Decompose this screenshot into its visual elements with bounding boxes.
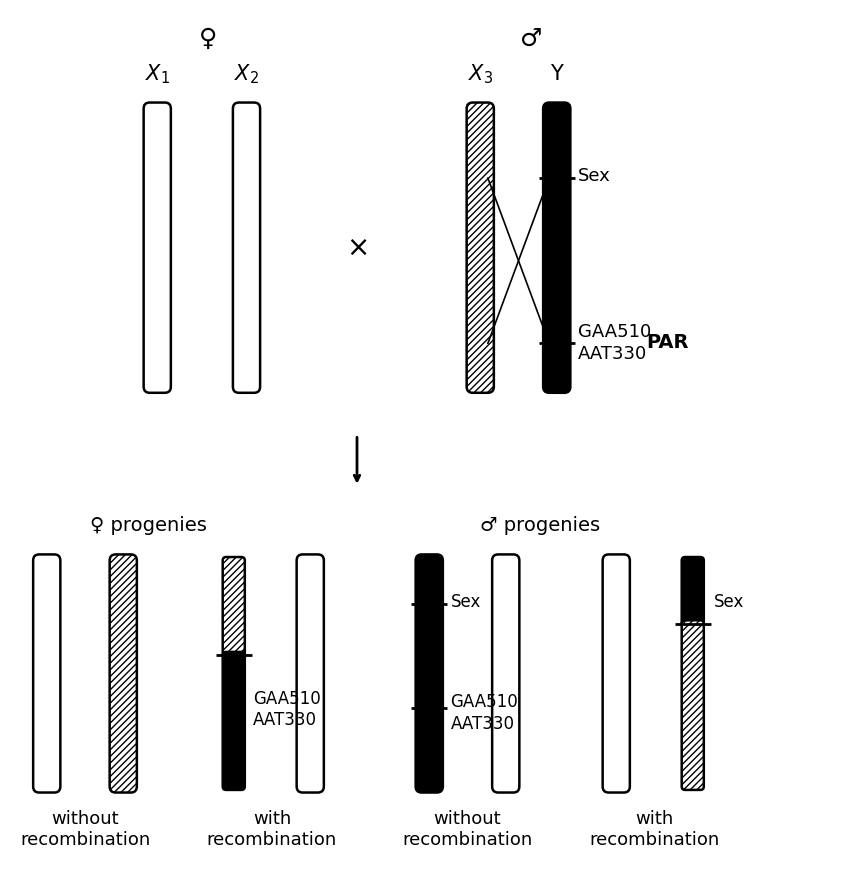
FancyBboxPatch shape [603,554,630,793]
Text: $X_3$: $X_3$ [468,62,493,86]
FancyBboxPatch shape [110,554,137,793]
Text: without: without [51,810,119,827]
FancyBboxPatch shape [543,103,570,393]
FancyBboxPatch shape [223,652,245,790]
Text: ♂ progenies: ♂ progenies [479,516,600,535]
Text: recombination: recombination [207,832,337,849]
Text: Y: Y [550,63,564,84]
Text: AAT330: AAT330 [253,712,317,729]
FancyBboxPatch shape [144,103,171,393]
Text: with: with [253,810,291,827]
FancyBboxPatch shape [223,557,245,659]
Text: $X_1$: $X_1$ [144,62,170,86]
FancyBboxPatch shape [416,554,443,793]
Text: recombination: recombination [20,832,150,849]
FancyBboxPatch shape [233,103,260,393]
Text: ♀: ♀ [199,27,218,51]
Text: AAT330: AAT330 [450,715,514,733]
Text: GAA510: GAA510 [450,693,518,711]
Text: Sex: Sex [450,594,481,611]
Text: GAA510: GAA510 [253,690,321,707]
Text: ♀ progenies: ♀ progenies [90,516,207,535]
FancyBboxPatch shape [33,554,60,793]
Text: Sex: Sex [578,167,611,184]
FancyBboxPatch shape [682,557,704,627]
Text: without: without [434,810,502,827]
Text: recombination: recombination [589,832,720,849]
Text: Sex: Sex [714,594,745,611]
Text: with: with [635,810,673,827]
Text: ♂: ♂ [520,27,542,51]
Text: $\times$: $\times$ [346,234,368,262]
Text: recombination: recombination [402,832,533,849]
FancyBboxPatch shape [492,554,519,793]
FancyBboxPatch shape [467,103,494,393]
Text: PAR: PAR [646,333,688,352]
FancyBboxPatch shape [297,554,324,793]
Text: $X_2$: $X_2$ [234,62,259,86]
Text: GAA510: GAA510 [578,323,651,341]
FancyBboxPatch shape [682,620,704,790]
Text: AAT330: AAT330 [578,345,647,362]
